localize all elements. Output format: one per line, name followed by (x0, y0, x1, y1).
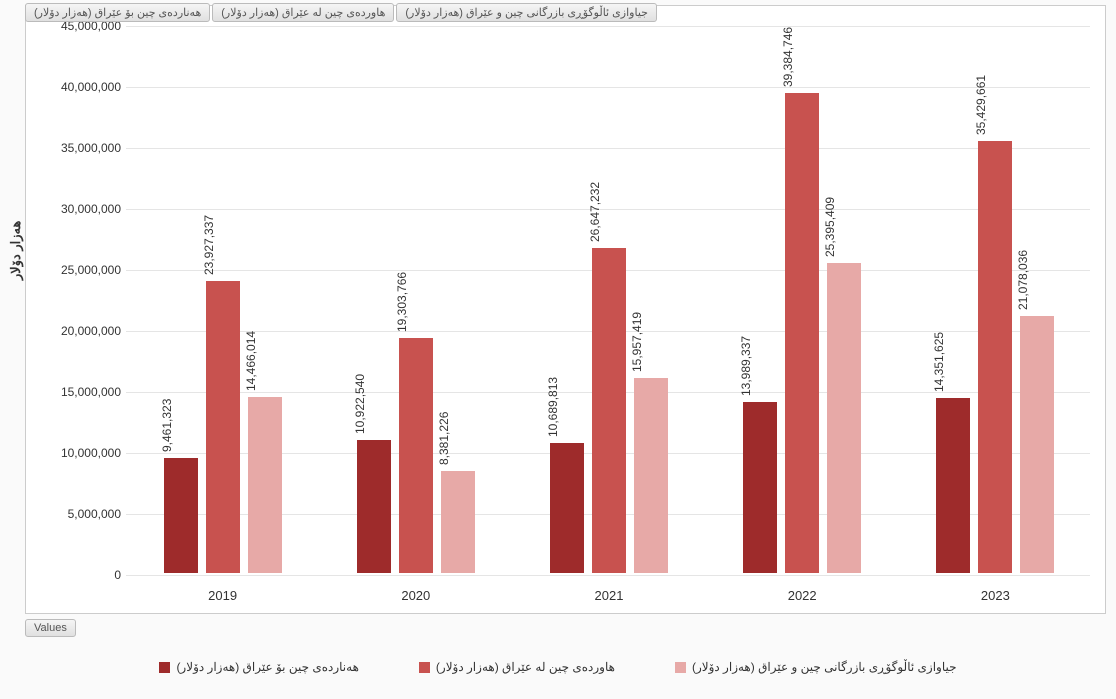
bar: 14,351,625 (936, 398, 970, 573)
bar-value-label: 14,351,625 (932, 332, 946, 392)
legend-swatch (675, 662, 686, 673)
bar-value-label: 26,647,232 (588, 182, 602, 242)
bar-value-label: 10,689,813 (546, 377, 560, 437)
y-tick-label: 15,000,000 (41, 385, 121, 399)
bar-value-label: 9,461,323 (160, 398, 174, 451)
gridline (126, 87, 1090, 88)
chart-container: 9,461,32323,927,33714,466,01410,922,5401… (25, 5, 1106, 614)
bar-value-label: 10,922,540 (353, 374, 367, 434)
bar: 23,927,337 (206, 281, 240, 573)
bar: 35,429,661 (978, 141, 1012, 573)
values-tab[interactable]: Values (25, 619, 76, 637)
y-tick-label: 10,000,000 (41, 446, 121, 460)
legend-label: هەناردەی چین بۆ عێراق (هەزار دۆلار) (176, 660, 358, 674)
y-tick-label: 0 (41, 568, 121, 582)
y-tick-label: 30,000,000 (41, 202, 121, 216)
x-tick-label: 2021 (595, 588, 624, 603)
x-tick-label: 2020 (401, 588, 430, 603)
legend-item-imports: هاوردەی چین لە عێراق (هەزار دۆلار) (419, 660, 615, 674)
bar: 39,384,746 (785, 93, 819, 573)
filter-tab-exports[interactable]: هەناردەی چین بۆ عێراق (هەزار دۆلار) (25, 3, 210, 22)
bar: 8,381,226 (441, 471, 475, 573)
legend-swatch (419, 662, 430, 673)
bar: 10,922,540 (357, 440, 391, 573)
legend-label: جیاوازی ئاڵوگۆڕی بازرگانی چین و عێراق (ه… (692, 660, 957, 674)
legend: هەناردەی چین بۆ عێراق (هەزار دۆلار) هاور… (0, 660, 1116, 674)
legend-swatch (159, 662, 170, 673)
x-tick-label: 2023 (981, 588, 1010, 603)
bar: 26,647,232 (592, 248, 626, 573)
bar-value-label: 35,429,661 (974, 75, 988, 135)
bar-value-label: 19,303,766 (395, 271, 409, 331)
bar-value-label: 25,395,409 (823, 197, 837, 257)
bar: 14,466,014 (248, 397, 282, 573)
y-axis-label: هەزار دۆلار (8, 221, 24, 280)
bar: 13,989,337 (743, 402, 777, 573)
y-tick-label: 35,000,000 (41, 141, 121, 155)
bar-value-label: 13,989,337 (739, 336, 753, 396)
gridline (126, 575, 1090, 576)
bar: 15,957,419 (634, 378, 668, 573)
bar: 10,689,813 (550, 443, 584, 573)
plot-area: 9,461,32323,927,33714,466,01410,922,5401… (126, 26, 1090, 573)
bar: 9,461,323 (164, 458, 198, 573)
bar: 19,303,766 (399, 338, 433, 574)
y-tick-label: 20,000,000 (41, 324, 121, 338)
bar-value-label: 15,957,419 (630, 312, 644, 372)
bar-value-label: 39,384,746 (781, 26, 795, 86)
y-tick-label: 5,000,000 (41, 507, 121, 521)
x-tick-label: 2022 (788, 588, 817, 603)
filter-tab-imports[interactable]: هاوردەی چین لە عێراق (هەزار دۆلار) (212, 3, 394, 22)
gridline (126, 209, 1090, 210)
bar: 25,395,409 (827, 263, 861, 573)
bar-value-label: 21,078,036 (1016, 250, 1030, 310)
legend-item-exports: هەناردەی چین بۆ عێراق (هەزار دۆلار) (159, 660, 358, 674)
y-tick-label: 25,000,000 (41, 263, 121, 277)
y-tick-label: 40,000,000 (41, 80, 121, 94)
bar-value-label: 23,927,337 (202, 215, 216, 275)
bar-value-label: 8,381,226 (437, 411, 451, 464)
legend-item-balance: جیاوازی ئاڵوگۆڕی بازرگانی چین و عێراق (ه… (675, 660, 957, 674)
gridline (126, 148, 1090, 149)
bar: 21,078,036 (1020, 316, 1054, 573)
gridline (126, 26, 1090, 27)
filter-tabs: هەناردەی چین بۆ عێراق (هەزار دۆلار) هاور… (25, 3, 657, 22)
x-tick-label: 2019 (208, 588, 237, 603)
bar-value-label: 14,466,014 (244, 330, 258, 390)
filter-tab-balance[interactable]: جیاوازی ئاڵوگۆڕی بازرگانی چین و عێراق (ه… (396, 3, 657, 22)
legend-label: هاوردەی چین لە عێراق (هەزار دۆلار) (436, 660, 615, 674)
